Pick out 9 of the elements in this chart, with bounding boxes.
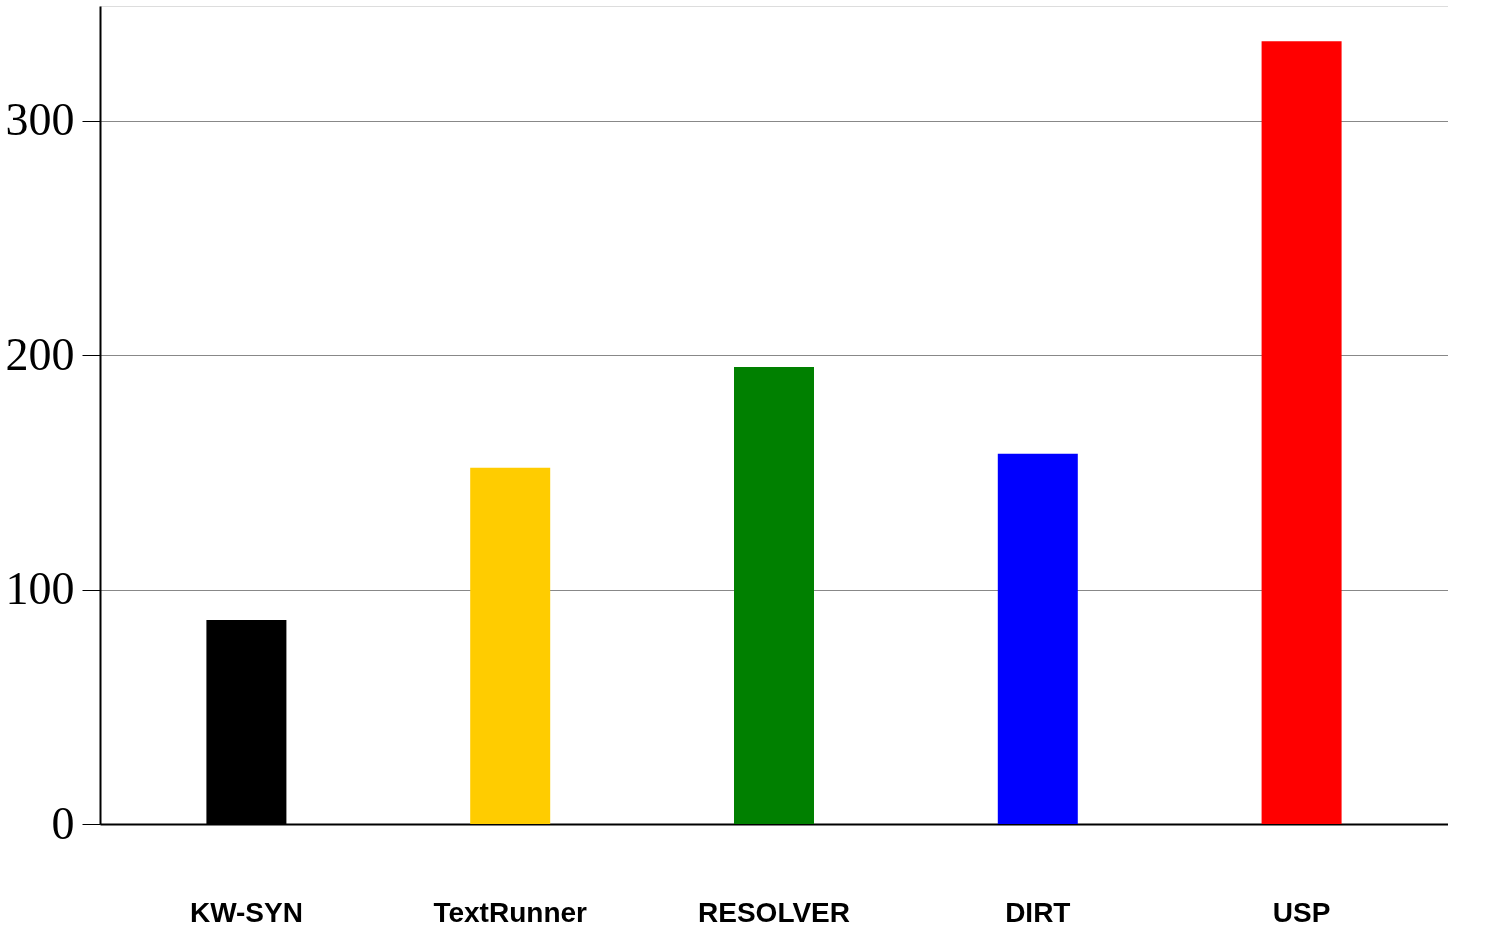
x-tick-label: DIRT — [1005, 896, 1071, 928]
y-tick-label: 300 — [5, 94, 75, 146]
x-tick-label: USP — [1272, 896, 1331, 928]
y-tick-label: 100 — [5, 563, 75, 615]
y-tick-label: 0 — [51, 797, 75, 849]
y-tick-label: 200 — [5, 328, 75, 380]
x-tick-label: TextRunner — [433, 896, 588, 928]
x-tick-label: RESOLVER — [698, 896, 850, 928]
x-tick-label: KW-SYN — [189, 896, 303, 928]
